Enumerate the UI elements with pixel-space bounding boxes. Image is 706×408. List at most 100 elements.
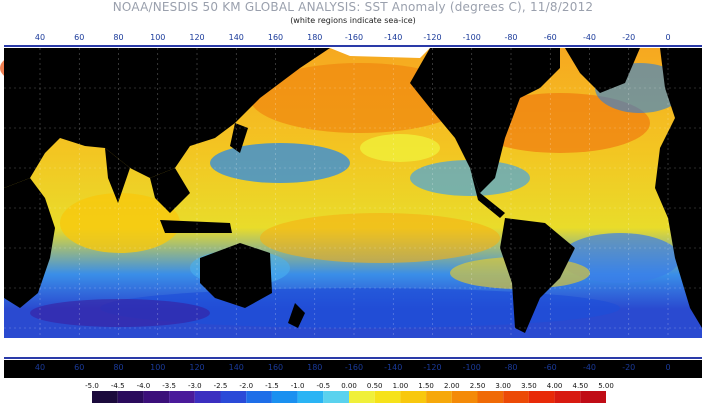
bottom-tick-label: 100 (150, 363, 165, 372)
top-tick-label: -120 (423, 33, 441, 42)
landmass-australia (200, 243, 272, 308)
bottom-tick-label: -140 (384, 363, 402, 372)
colorbar-label: 5.00 (598, 382, 614, 390)
top-tick-label: -100 (463, 33, 481, 42)
landmass-india (105, 148, 130, 203)
colorbar-label: -2.5 (214, 382, 228, 390)
bottom-tick-label: -80 (504, 363, 517, 372)
bottom-tick-label: 40 (35, 363, 45, 372)
colorbar-swatch (220, 391, 247, 403)
colorbar-swatch (297, 391, 324, 403)
sea-ice (4, 48, 702, 360)
colorbar-label: 2.00 (444, 382, 460, 390)
colorbar-swatch (503, 391, 529, 403)
colorbar-swatch (92, 391, 118, 403)
colorbar-label: 0.50 (367, 382, 383, 390)
colorbar-label: 3.50 (521, 382, 537, 390)
bottom-tick-label: -20 (622, 363, 635, 372)
top-tick-label: -20 (622, 33, 635, 42)
colorbar-label: 1.50 (418, 382, 434, 390)
colorbar-label: -3.0 (188, 382, 202, 390)
landmass-central-america (470, 168, 505, 218)
top-tick-label: 160 (268, 33, 283, 42)
colorbar-label: -1.0 (291, 382, 305, 390)
landmass-africa (4, 178, 55, 308)
colorbar-label: -0.5 (316, 382, 330, 390)
bottom-tick-label: -60 (544, 363, 557, 372)
bottom-tick-label: 0 (665, 363, 670, 372)
top-tick-label: -80 (504, 33, 517, 42)
colorbar-swatch (117, 391, 144, 403)
lat-lon-grid (4, 48, 702, 356)
colorbar-swatch (451, 391, 478, 403)
top-tick-label: 120 (189, 33, 204, 42)
colorbar-label: -4.5 (111, 382, 125, 390)
sst-anomaly-map: 40 60 80 100 120 140 160 180 -160 -140 -120 -100 -80… (0, 33, 702, 378)
colorbar-swatch (349, 391, 375, 403)
colorbar-label: -3.5 (162, 382, 176, 390)
land-masses (4, 48, 702, 378)
bottom-tick-label: 180 (307, 363, 322, 372)
colorbar-swatch (374, 391, 401, 403)
top-tick-label: 80 (113, 33, 123, 42)
map-title: NOAA/NESDIS 50 KM GLOBAL ANALYSIS: SST A… (112, 0, 594, 14)
top-tick-label: 0 (665, 33, 670, 42)
colorbar-swatch (143, 391, 170, 403)
landmass-new-zealand (288, 303, 305, 328)
colorbar-swatch (194, 391, 221, 403)
colorbar-label: 4.00 (547, 382, 563, 390)
bottom-longitude-ticks: 40 60 80 100 120 140 160 180 -160 -140 -120 -100 -80… (35, 363, 671, 372)
bottom-tick-label: 140 (229, 363, 244, 372)
colorbar-swatch (580, 391, 606, 403)
bottom-tick-label: -120 (423, 363, 441, 372)
colorbar-swatch (554, 391, 581, 403)
colorbar-label: -2.0 (239, 382, 253, 390)
colorbar-swatch (271, 391, 298, 403)
colorbar-swatch (426, 391, 452, 403)
top-tick-label: -60 (544, 33, 557, 42)
map-subtitle: (white regions indicate sea-ice) (290, 16, 416, 25)
colorbar-label: -5.0 (85, 382, 99, 390)
top-tick-label: -140 (384, 33, 402, 42)
landmass-southeast-asia (150, 168, 190, 213)
top-tick-label: 40 (35, 33, 45, 42)
landmass-europe-africa-east (655, 48, 702, 328)
colorbar-swatch (400, 391, 427, 403)
colorbar-label: 2.50 (470, 382, 486, 390)
bottom-tick-label: -160 (345, 363, 363, 372)
colorbar-label: -4.0 (137, 382, 151, 390)
top-tick-label: 180 (307, 33, 322, 42)
top-tick-label: 60 (74, 33, 84, 42)
top-tick-label: -40 (583, 33, 596, 42)
colorbar-swatch (477, 391, 504, 403)
landmass-eurasia (4, 48, 330, 188)
landmass-antarctica (4, 358, 702, 378)
top-tick-label: -160 (345, 33, 363, 42)
bottom-tick-label: -100 (463, 363, 481, 372)
top-tick-label: 100 (150, 33, 165, 42)
landmass-indonesia (160, 220, 232, 233)
arctic-sea-ice (330, 48, 430, 58)
colorbar-label: 4.50 (573, 382, 589, 390)
colorbar-swatch (246, 391, 272, 403)
colorbar-swatch (169, 391, 195, 403)
bottom-tick-label: 120 (189, 363, 204, 372)
bottom-tick-label: -40 (583, 363, 596, 372)
antarctic-sea-ice (4, 338, 702, 360)
colorbar-label: 3.00 (495, 382, 511, 390)
colorbar-swatch (528, 391, 555, 403)
bottom-tick-label: 160 (268, 363, 283, 372)
landmass-north-america (410, 48, 560, 193)
top-longitude-ticks: 40 60 80 100 120 140 160 180 -160 -140 -120 -100 -80… (35, 33, 671, 42)
top-tick-label: 140 (229, 33, 244, 42)
bottom-tick-label: 60 (74, 363, 84, 372)
colorbar-label: -1.5 (265, 382, 279, 390)
landmass-greenland (565, 48, 640, 93)
landmass-japan (230, 123, 248, 153)
landmass-south-america (500, 218, 575, 333)
color-scale-bar: -5.0 -4.5 -4.0 -3.5 -3.0 -2.5 -2.0 -1.5 -1.0 -0.5… (85, 382, 614, 403)
bottom-tick-label: 80 (113, 363, 123, 372)
colorbar-label: 0.00 (341, 382, 357, 390)
colorbar-label: 1.00 (393, 382, 409, 390)
colorbar-swatch (323, 391, 349, 403)
